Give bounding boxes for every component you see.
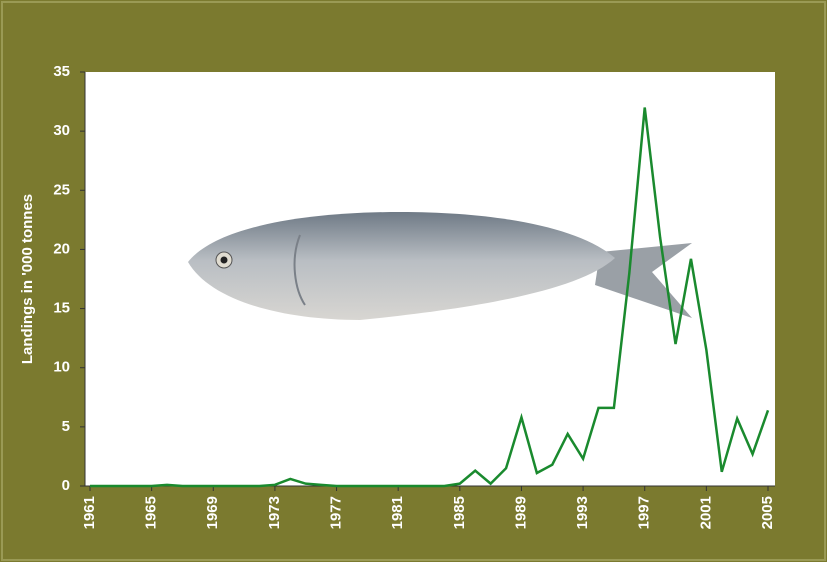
y-tick-label: 35 — [53, 63, 70, 80]
x-tick-label: 1997 — [636, 496, 653, 529]
x-tick-label: 1973 — [266, 496, 283, 529]
y-tick-label: 10 — [53, 359, 70, 376]
y-tick-label: 15 — [53, 300, 70, 317]
y-tick-label: 30 — [53, 122, 70, 139]
y-tick-label: 5 — [62, 418, 70, 435]
y-tick-label: 20 — [53, 240, 70, 257]
x-tick-label: 1993 — [574, 496, 591, 529]
y-tick-label: 0 — [62, 477, 70, 494]
x-tick-label: 2005 — [759, 496, 776, 529]
x-tick-label: 1965 — [143, 496, 160, 529]
x-tick-label: 1981 — [389, 496, 406, 529]
x-tick-label: 1985 — [451, 496, 468, 529]
x-tick-label: 1961 — [81, 496, 98, 529]
x-tick-label: 2001 — [697, 496, 714, 529]
x-tick-label: 1989 — [512, 496, 529, 529]
y-axis-label: Landings in '000 tonnes — [19, 194, 36, 364]
chart: Landings in '000 tonnes 0 5 10 15 20 25 30 35 19… — [0, 0, 827, 562]
x-tick-label: 1969 — [204, 496, 221, 529]
x-tick-label: 1977 — [328, 496, 345, 529]
page: {"chart_data": {"type": "line", "y_label… — [0, 0, 827, 562]
y-tick-label: 25 — [53, 181, 70, 198]
